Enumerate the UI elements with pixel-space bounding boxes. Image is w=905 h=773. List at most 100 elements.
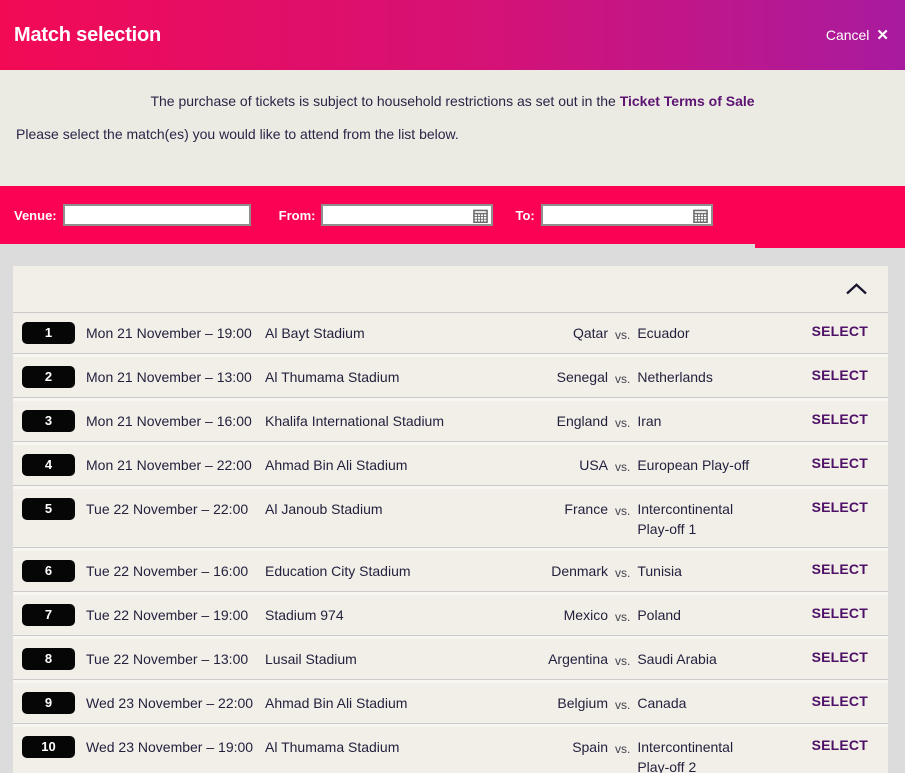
filter-bar-extension (755, 244, 905, 248)
vs-label: vs. (615, 654, 631, 668)
vs-label: vs. (615, 372, 631, 386)
from-date-input[interactable] (321, 204, 494, 226)
match-row: 1 Mon 21 November – 19:00 Al Bayt Stadiu… (13, 313, 888, 354)
select-match-button[interactable]: SELECT (811, 649, 868, 665)
match-datetime: Tue 22 November – 22:00 (86, 501, 249, 517)
match-number-badge: 2 (22, 366, 75, 388)
match-row: 8 Tue 22 November – 13:00 Lusail Stadium… (13, 639, 888, 680)
select-match-button[interactable]: SELECT (811, 367, 868, 383)
match-teams: Denmark vs. Tunisia (495, 560, 749, 583)
vs-label: vs. (615, 698, 631, 712)
venue-input[interactable] (62, 204, 251, 226)
home-team: Argentina (548, 651, 608, 667)
match-row: 10 Wed 23 November – 19:00 Al Thumama St… (13, 727, 888, 773)
match-number-badge: 10 (22, 736, 75, 758)
home-team: Qatar (572, 325, 608, 341)
restriction-text: The purchase of tickets is subject to ho… (0, 93, 905, 109)
select-match-button[interactable]: SELECT (811, 499, 868, 515)
match-row: 7 Tue 22 November – 19:00 Stadium 974 Me… (13, 595, 888, 636)
match-number-badge: 5 (22, 498, 75, 520)
match-stadium: Al Bayt Stadium (265, 325, 365, 341)
match-teams: USA vs. European Play-off (495, 454, 749, 477)
match-datetime: Tue 22 November – 13:00 (86, 651, 249, 667)
vs-label: vs. (615, 416, 631, 430)
home-team: Mexico (563, 607, 608, 623)
match-teams: England vs. Iran (495, 410, 749, 433)
match-datetime: Mon 21 November – 13:00 (86, 369, 252, 385)
vs-label: vs. (615, 610, 631, 624)
home-team: Belgium (557, 695, 608, 711)
away-team: Intercontinental Play-off 2 (637, 739, 734, 773)
venue-label: Venue: (14, 207, 57, 223)
match-datetime: Wed 23 November – 19:00 (86, 739, 254, 755)
match-datetime: Mon 21 November – 16:00 (86, 413, 252, 429)
match-teams: France vs. Intercontinental Play-off 1 (495, 498, 749, 539)
away-team: European Play-off (637, 457, 750, 473)
match-datetime: Tue 22 November – 16:00 (86, 563, 249, 579)
select-match-button[interactable]: SELECT (811, 693, 868, 709)
vs-label: vs. (615, 742, 631, 756)
cancel-label: Cancel (825, 27, 870, 43)
away-team: Saudi Arabia (637, 651, 717, 667)
info-section: The purchase of tickets is subject to ho… (0, 70, 905, 186)
home-team: Spain (572, 739, 608, 755)
match-row: 2 Mon 21 November – 13:00 Al Thumama Sta… (13, 357, 888, 398)
select-match-button[interactable]: SELECT (811, 561, 868, 577)
select-match-button[interactable]: SELECT (811, 605, 868, 621)
vs-label: vs. (615, 504, 631, 518)
home-team: USA (579, 457, 608, 473)
away-team: Canada (637, 695, 687, 711)
vs-label: vs. (615, 460, 631, 474)
instruction-text: Please select the match(es) you would li… (16, 126, 459, 142)
select-match-button[interactable]: SELECT (811, 737, 868, 753)
match-datetime: Wed 23 November – 22:00 (86, 695, 254, 711)
match-teams: Qatar vs. Ecuador (495, 322, 749, 345)
away-team: Intercontinental Play-off 1 (637, 501, 734, 537)
match-teams: Senegal vs. Netherlands (495, 366, 749, 389)
vs-label: vs. (615, 566, 631, 580)
match-number-badge: 3 (22, 410, 75, 432)
select-match-button[interactable]: SELECT (811, 323, 868, 339)
filter-bar: Venue: From: To: (0, 186, 905, 248)
match-number-badge: 9 (22, 692, 75, 714)
match-stadium: Al Thumama Stadium (265, 369, 400, 385)
select-match-button[interactable]: SELECT (811, 455, 868, 471)
match-row: 3 Mon 21 November – 16:00 Khalifa Intern… (13, 401, 888, 442)
ticket-terms-link[interactable]: Ticket Terms of Sale (619, 93, 755, 109)
match-list-header (13, 266, 888, 313)
match-datetime: Mon 21 November – 22:00 (86, 457, 252, 473)
match-stadium: Al Janoub Stadium (265, 501, 383, 517)
away-team: Netherlands (637, 369, 713, 385)
home-team: Denmark (551, 563, 608, 579)
match-stadium: Education City Stadium (265, 563, 411, 579)
match-number-badge: 7 (22, 604, 75, 626)
match-row: 5 Tue 22 November – 22:00 Al Janoub Stad… (13, 489, 888, 548)
page-title: Match selection (14, 23, 162, 46)
match-datetime: Mon 21 November – 19:00 (86, 325, 252, 341)
home-team: Senegal (556, 369, 608, 385)
match-number-badge: 1 (22, 322, 75, 344)
match-teams: Mexico vs. Poland (495, 604, 749, 627)
match-stadium: Stadium 974 (265, 607, 344, 623)
match-stadium: Al Thumama Stadium (265, 739, 400, 755)
match-rows: 1 Mon 21 November – 19:00 Al Bayt Stadiu… (13, 313, 888, 773)
match-datetime: Tue 22 November – 19:00 (86, 607, 249, 623)
to-date-input[interactable] (540, 204, 713, 226)
vs-label: vs. (615, 328, 631, 342)
match-teams: Belgium vs. Canada (495, 692, 749, 715)
away-team: Ecuador (637, 325, 690, 341)
match-stadium: Lusail Stadium (265, 651, 357, 667)
home-team: England (556, 413, 608, 429)
away-team: Tunisia (637, 563, 682, 579)
away-team: Iran (637, 413, 662, 429)
home-team: France (564, 501, 608, 517)
restriction-text-prefix: The purchase of tickets is subject to ho… (150, 93, 620, 109)
select-match-button[interactable]: SELECT (811, 411, 868, 427)
close-icon: ✕ (876, 26, 889, 44)
cancel-button[interactable]: Cancel ✕ (826, 27, 889, 43)
match-number-badge: 6 (22, 560, 75, 582)
match-stadium: Khalifa International Stadium (265, 413, 444, 429)
collapse-list-button[interactable] (845, 283, 868, 295)
match-teams: Spain vs. Intercontinental Play-off 2 (495, 736, 749, 773)
